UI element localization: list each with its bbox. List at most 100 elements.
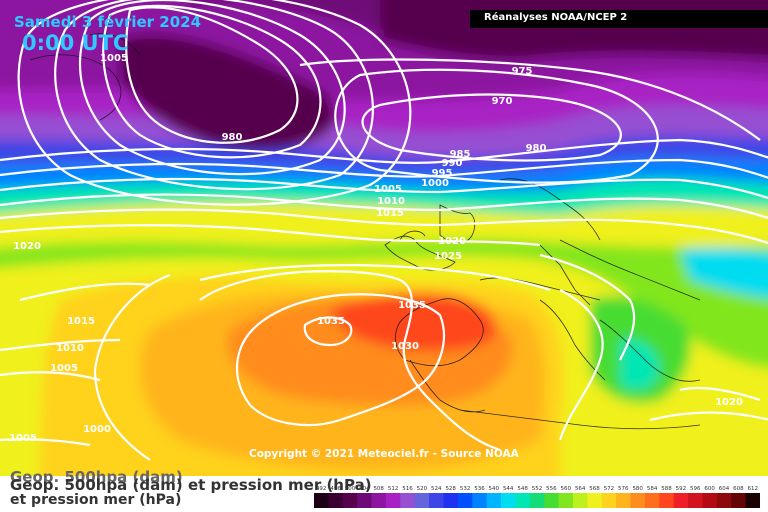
scale-tick-label: 592: [676, 486, 687, 492]
scale-tick-label: 508: [373, 486, 384, 492]
scale-swatch: [659, 493, 675, 508]
scale-swatch: [630, 493, 646, 508]
legend-ghost-text: Geop. 500hpa (dam): [10, 468, 183, 486]
scale-swatch: [429, 493, 444, 508]
map-canvas: 1005 975 970 980 980 985 990 995 1000 10…: [0, 0, 768, 476]
map-date-title: Samedi 3 février 2024: [14, 13, 202, 31]
scale-tick-label: 504: [359, 486, 370, 492]
scale-tick-label: 516: [402, 486, 413, 492]
isobar-label: 970: [492, 96, 513, 107]
scale-swatch: [616, 493, 631, 508]
isobar-label: 1020: [438, 236, 466, 247]
isobar-label: 1025: [434, 251, 462, 262]
scale-tick-label: 608: [733, 486, 744, 492]
scale-tick-label: 512: [388, 486, 399, 492]
scale-tick-label: 572: [604, 486, 615, 492]
legend-title: Geop. 500hpa (dam) et pression mer (hPa): [10, 476, 372, 494]
scale-tick-label: 580: [632, 486, 643, 492]
scale-swatch: [558, 493, 574, 508]
scale-swatch: [457, 493, 473, 508]
scale-swatch: [328, 493, 344, 508]
scale-tick-label: 528: [445, 486, 456, 492]
scale-tick-label: 536: [474, 486, 485, 492]
isobar-label: 1015: [67, 316, 95, 327]
copyright-notice: Copyright © 2021 Meteociel.fr - Source N…: [249, 448, 519, 460]
scale-tick-label: 496: [330, 486, 341, 492]
scale-swatch: [486, 493, 502, 508]
isobar-label: 1020: [715, 397, 743, 408]
isobar-label: 1010: [56, 343, 84, 354]
scale-swatch: [716, 493, 732, 508]
scale-tick-label: 600: [704, 486, 715, 492]
isobar-label: 1010: [377, 196, 405, 207]
scale-swatch: [529, 493, 545, 508]
isobars: [0, 0, 768, 460]
scale-swatch: [673, 493, 689, 508]
isobar-labels: 1005 975 970 980 980 985 990 995 1000 10…: [9, 53, 743, 444]
scale-tick-label: 492: [316, 486, 327, 492]
scale-swatch: [371, 493, 387, 508]
scale-swatch: [472, 493, 488, 508]
scale-tick-label: 532: [460, 486, 471, 492]
coastlines: [29, 33, 701, 430]
isobar-label: 980: [526, 143, 547, 154]
isobar-label: 980: [222, 132, 243, 143]
isobar-label: 1005: [9, 433, 37, 444]
isobar-label: 1035: [317, 316, 345, 327]
scale-swatch: [745, 493, 760, 508]
scale-swatch: [644, 493, 660, 508]
scale-tick-label: 520: [417, 486, 428, 492]
scale-swatch: [573, 493, 588, 508]
scale-tick-label: 568: [589, 486, 600, 492]
scale-swatch: [587, 493, 603, 508]
isobar-label: 1005: [100, 53, 128, 64]
scale-swatch: [414, 493, 430, 508]
scale-swatch: [342, 493, 358, 508]
source-banner: Réanalyses NOAA/NCEP 2: [470, 10, 768, 28]
scale-swatch: [400, 493, 416, 508]
isobar-label: 1005: [50, 363, 78, 374]
scale-swatch: [357, 493, 373, 508]
scale-tick-label: 588: [661, 486, 672, 492]
isobar-label: 1000: [421, 178, 449, 189]
legend-footer: Geop. 500hpa (dam) Geop. 500hpa (dam) et…: [0, 468, 768, 512]
isobar-label: 985: [450, 149, 471, 160]
scale-tick-label: 596: [690, 486, 701, 492]
isobar-label: 1000: [83, 424, 111, 435]
weather-map: 1005 975 970 980 980 985 990 995 1000 10…: [0, 0, 768, 476]
scale-tick-label: 540: [489, 486, 500, 492]
scale-tick-label: 552: [532, 486, 543, 492]
color-scale-bar: 492 496 500 504 508 512 516 520 524 528 532 536 540 5…: [314, 486, 760, 508]
scale-swatch: [314, 493, 329, 508]
isobar-label: 990: [442, 158, 463, 169]
legend-subtitle: et pression mer (hPa): [10, 492, 182, 508]
isobar-label: 995: [432, 168, 453, 179]
scale-tick-label: 548: [517, 486, 528, 492]
scale-tick-label: 500: [345, 486, 356, 492]
isobar-label: 1030: [391, 341, 419, 352]
isobar-label: 1015: [376, 208, 404, 219]
scale-swatch: [702, 493, 718, 508]
scale-tick-label: 564: [575, 486, 586, 492]
scale-tick-label: 584: [647, 486, 658, 492]
scale-swatch: [731, 493, 747, 508]
scale-swatch: [544, 493, 560, 508]
scale-swatch: [443, 493, 459, 508]
scale-tick-label: 524: [431, 486, 442, 492]
scale-tick-label: 556: [546, 486, 557, 492]
scale-tick-label: 576: [618, 486, 629, 492]
map-time-title: 0:00 UTC: [22, 31, 129, 55]
scale-swatch: [688, 493, 703, 508]
scale-swatch: [501, 493, 516, 508]
scale-swatch: [515, 493, 531, 508]
isobar-label: 1020: [13, 241, 41, 252]
isobar-label: 975: [512, 66, 533, 77]
scale-tick-label: 560: [561, 486, 572, 492]
scale-tick-label: 544: [503, 486, 514, 492]
scale-swatch: [601, 493, 617, 508]
isobar-label: 1005: [374, 184, 402, 195]
scale-tick-label: 612: [748, 486, 759, 492]
scale-tick-label: 604: [719, 486, 730, 492]
scale-swatch: [385, 493, 401, 508]
isobar-label: 1035: [398, 300, 426, 311]
